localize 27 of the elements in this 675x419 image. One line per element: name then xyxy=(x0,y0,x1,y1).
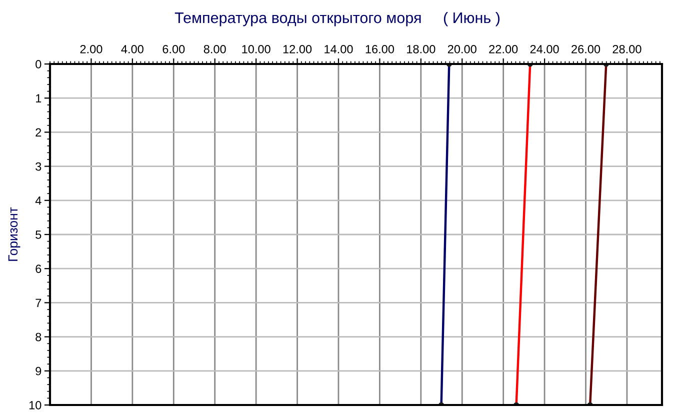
chart-title: Температура воды открытого моря ( Июнь ) xyxy=(174,12,500,26)
x-tick-label: 6.00 xyxy=(162,44,185,54)
y-tick-label: 0 xyxy=(36,60,42,68)
x-tick-label: 16.00 xyxy=(366,44,394,54)
x-tick-label: 8.00 xyxy=(204,44,226,54)
y-tick-label: 7 xyxy=(36,298,42,307)
x-tick-label: 20.00 xyxy=(448,44,476,54)
y-tick-label: 6 xyxy=(36,264,42,273)
x-tick-label: 18.00 xyxy=(407,44,436,54)
x-tick-label: 22.00 xyxy=(489,44,518,54)
y-tick-label: 9 xyxy=(36,366,42,376)
x-tick-label: 2.00 xyxy=(80,44,102,54)
y-tick-label: 8 xyxy=(36,332,42,342)
x-tick-label: 24.00 xyxy=(530,44,559,54)
x-tick-label: 26.00 xyxy=(572,44,600,54)
y-tick-label: 3 xyxy=(36,162,42,171)
y-tick-label: 2 xyxy=(36,128,42,136)
y-axis-title: Горизонт xyxy=(8,207,20,261)
y-tick-label: 1 xyxy=(36,94,42,102)
x-tick-label: 12.00 xyxy=(283,44,312,54)
x-tick-label: 28.00 xyxy=(612,44,642,54)
y-tick-label: 5 xyxy=(36,230,42,239)
x-tick-label: 14.00 xyxy=(324,44,353,54)
x-tick-label: 4.00 xyxy=(121,44,144,54)
x-tick-label: 10.00 xyxy=(242,44,270,54)
y-tick-label: 4 xyxy=(35,196,42,205)
y-tick-label: 10 xyxy=(29,401,42,410)
